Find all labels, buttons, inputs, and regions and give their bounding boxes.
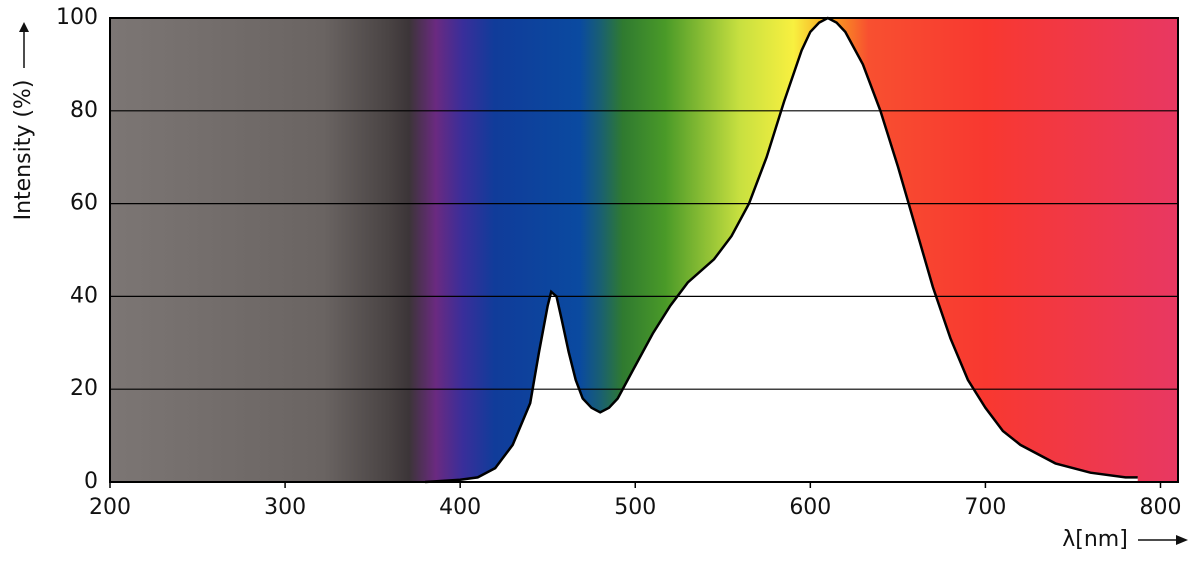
plot-frame [109, 17, 1179, 483]
x-tick-label: 600 [789, 495, 831, 520]
x-tick-label: 400 [439, 495, 481, 520]
y-axis-label: Intensity (%) [11, 80, 36, 221]
y-tick-label: 80 [70, 98, 98, 123]
x-tick-label: 200 [89, 495, 131, 520]
y-tick-label: 60 [70, 191, 98, 216]
y-tick-label: 0 [84, 469, 98, 494]
y-tick-label: 40 [70, 283, 98, 308]
x-axis-label: λ[nm] [1062, 527, 1128, 552]
x-tick-label: 800 [1139, 495, 1181, 520]
x-tick-label: 300 [264, 495, 306, 520]
y-tick-label: 20 [70, 376, 98, 401]
x-axis-arrowhead [1176, 535, 1188, 545]
x-tick-label: 700 [964, 495, 1006, 520]
y-axis-arrowhead [19, 22, 29, 32]
line [425, 16, 1138, 484]
y-tick-label: 100 [56, 5, 98, 30]
area [425, 18, 1138, 482]
x-tick-label: 500 [614, 495, 656, 520]
